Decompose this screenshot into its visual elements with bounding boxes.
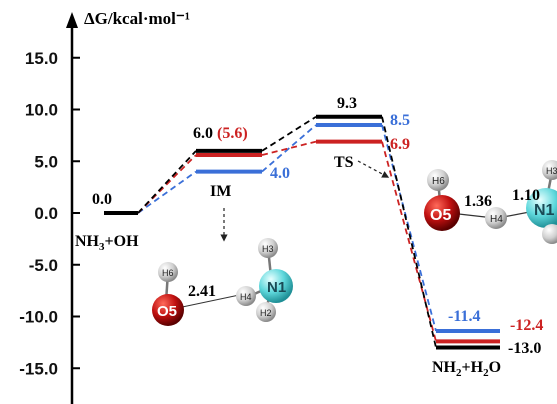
connector-black — [137, 150, 197, 214]
y-tick-label: -5.0 — [29, 256, 58, 275]
atom-h4-ts — [485, 207, 507, 229]
energy-label-prod-blue: -11.4 — [448, 308, 480, 325]
bond-length-im: 2.41 — [188, 283, 216, 300]
y-axis-arrow — [66, 12, 78, 28]
bond-length-ts-1: 1.36 — [464, 193, 492, 210]
atom-o5-ts — [424, 195, 460, 231]
connector-black — [261, 115, 317, 152]
ts-pointer-arrow — [357, 160, 390, 178]
y-tick-label: 0.0 — [34, 204, 58, 223]
ts-molecule-structure: H6 O5 H4 N1 H3 1.36 1.10 — [424, 160, 557, 244]
connector-lines — [137, 115, 437, 348]
atom-o5-im — [152, 294, 184, 326]
state-label-im: IM — [210, 183, 231, 200]
bond-length-ts-2: 1.10 — [512, 187, 540, 204]
y-tick-label: -10.0 — [19, 308, 58, 327]
atom-label-h3-im: H3 — [262, 244, 274, 254]
y-axis-ticks: 15.0 10.0 5.0 0.0 -5.0 -10.0 -15.0 — [19, 49, 80, 378]
atom-h2-im — [256, 302, 276, 322]
energy-label-im-blue: 4.0 — [270, 165, 290, 182]
atom-label-h3-ts: H3 — [546, 166, 557, 176]
atom-h3-im — [258, 238, 278, 258]
atom-label-n1-ts: N1 — [534, 202, 555, 219]
state-label-product: NH2+H2O — [432, 359, 501, 379]
im-molecule-structure: H6 O5 H4 N1 H3 H2 2.41 — [152, 238, 293, 326]
atom-label-h4-ts: H4 — [490, 214, 503, 225]
connector-blue — [261, 124, 317, 173]
energy-label-ts-black: 9.3 — [337, 95, 357, 112]
connector-blue — [137, 170, 197, 214]
atom-h6-ts — [427, 169, 449, 191]
atom-label-o5-im: O5 — [157, 303, 177, 320]
energy-label-im-black: 6.0 — [193, 125, 213, 142]
y-tick-label: 10.0 — [25, 101, 58, 120]
atom-label-h6-ts: H6 — [432, 176, 445, 187]
energy-label-prod-red: -12.4 — [510, 317, 543, 334]
atom-h6-im — [158, 262, 178, 282]
atom-h4-im — [236, 286, 256, 306]
energy-label-reactant: 0.0 — [92, 191, 112, 208]
state-label-reactant: NH3+OH — [75, 233, 139, 253]
atom-label-n1-im: N1 — [267, 279, 286, 296]
atom-label-h6-im: H6 — [162, 268, 174, 278]
state-label-ts: TS — [334, 154, 354, 171]
atom-label-h2-im: H2 — [260, 308, 272, 318]
y-axis-label: ΔG/kcal·mol⁻¹ — [84, 9, 190, 28]
connector-red — [381, 141, 437, 342]
atom-n1-ts — [526, 188, 557, 228]
atom-label-h4-im: H4 — [240, 292, 252, 302]
atom-n1-im — [259, 269, 293, 303]
connector-blue — [381, 124, 437, 332]
y-tick-label: -15.0 — [19, 359, 58, 378]
y-tick-label: 5.0 — [34, 152, 58, 171]
energy-label-ts-red: 6.9 — [390, 136, 410, 153]
energy-label-im-red: (5.6) — [217, 125, 248, 142]
atom-label-o5-ts: O5 — [430, 207, 451, 224]
energy-label-ts-blue: 8.5 — [390, 112, 410, 129]
y-tick-label: 15.0 — [25, 49, 58, 68]
atom-h3-ts — [542, 160, 557, 180]
energy-label-prod-black: -13.0 — [508, 340, 541, 357]
atom-h-lower-ts — [542, 224, 557, 244]
energy-levels — [104, 114, 500, 350]
